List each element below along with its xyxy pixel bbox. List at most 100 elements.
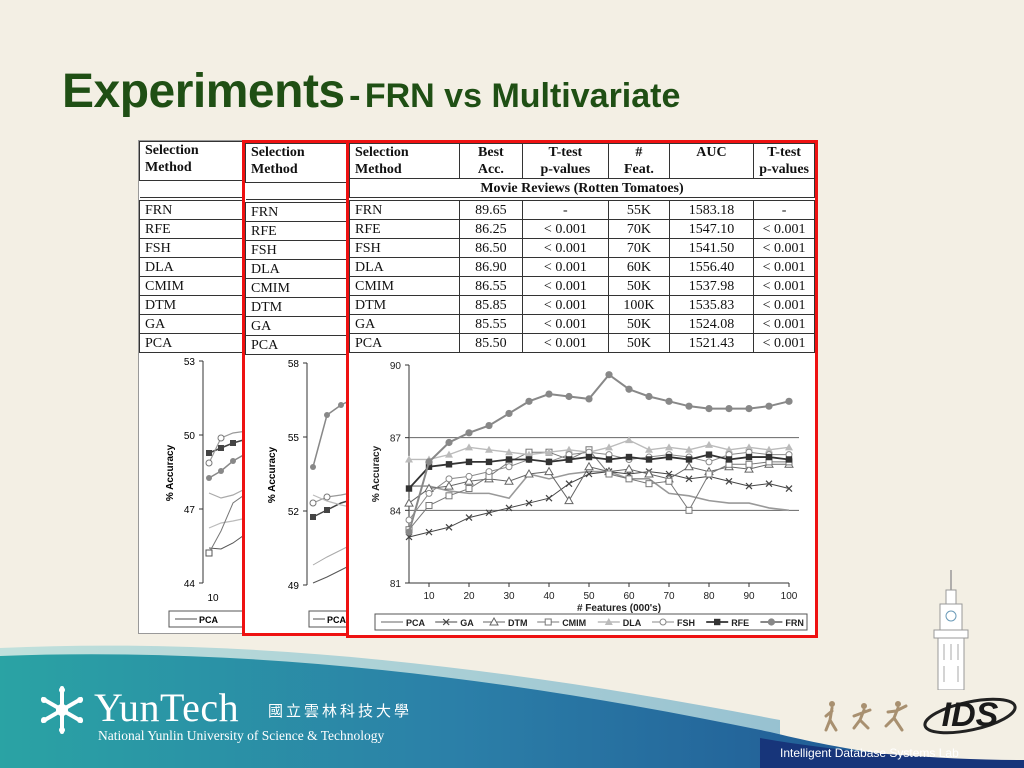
cell-feat: 55K — [608, 200, 670, 220]
data-point — [505, 504, 513, 512]
data-point — [405, 528, 413, 536]
clock-tower-icon — [933, 570, 969, 690]
data-point — [544, 466, 554, 476]
data-point — [465, 514, 473, 522]
data-point — [525, 499, 533, 507]
data-point — [505, 463, 513, 471]
data-point — [405, 485, 413, 492]
cell-best-acc: 85.50 — [459, 333, 523, 353]
data-point — [645, 445, 653, 453]
figure-panel-3: Selection Method Best Acc. T-test p-valu… — [346, 140, 818, 638]
legend-label: PCA — [406, 618, 426, 628]
panel2-method: DLA — [245, 259, 351, 279]
cell-ttest-2: < 0.001 — [753, 295, 815, 315]
data-point — [714, 618, 721, 626]
cell-ttest-2: < 0.001 — [753, 276, 815, 296]
results-row: CMIM 86.55 < 0.001 50K 1537.98 < 0.001 — [349, 276, 815, 296]
data-point — [625, 436, 633, 444]
cell-best-acc: 85.85 — [459, 295, 523, 315]
panel2-method: CMIM — [245, 278, 351, 298]
panel2-ylabel: % Accuracy — [267, 446, 278, 503]
cell-auc: 1537.98 — [668, 276, 755, 296]
cell-ttest-1: - — [521, 200, 610, 220]
results-row: FSH 86.50 < 0.001 70K 1541.50 < 0.001 — [349, 238, 815, 258]
y-tick-label: 87 — [390, 434, 402, 445]
panel1-ytick: 47 — [184, 505, 196, 516]
data-point — [605, 443, 613, 451]
cell-auc: 1583.18 — [668, 200, 755, 220]
legend-label: FSH — [677, 618, 695, 628]
series-line-dla — [409, 439, 790, 461]
data-point — [445, 475, 453, 483]
data-point — [785, 485, 793, 492]
cell-auc: 1541.50 — [668, 238, 755, 258]
cell-feat: 50K — [608, 276, 670, 296]
data-point — [625, 475, 633, 483]
data-point — [425, 458, 433, 466]
cell-feat: 60K — [608, 257, 670, 277]
data-point — [585, 453, 593, 461]
data-point — [564, 495, 574, 505]
data-point — [705, 440, 713, 448]
dataset-label: Movie Reviews (Rotten Tomatoes) — [349, 178, 815, 198]
cell-best-acc: 86.25 — [459, 219, 523, 239]
slide-title: Experiments - FRN vs Multivariate — [62, 64, 680, 119]
data-point — [644, 468, 654, 478]
x-tick-label: 60 — [623, 591, 635, 602]
runner-figures-icon — [824, 701, 908, 732]
cell-ttest-1: < 0.001 — [521, 276, 610, 296]
data-point — [605, 371, 613, 379]
x-tick-label: 10 — [423, 591, 435, 602]
data-point — [684, 461, 694, 471]
results-row: GA 85.55 < 0.001 50K 1524.08 < 0.001 — [349, 314, 815, 334]
results-row: DTM 85.85 < 0.001 100K 1535.83 < 0.001 — [349, 295, 815, 315]
legend-label: DLA — [623, 618, 642, 628]
data-point — [565, 456, 573, 463]
data-point — [785, 456, 793, 463]
cell-ttest-1: < 0.001 — [521, 333, 610, 353]
data-point — [645, 456, 653, 463]
header-best-acc: Best Acc. — [459, 143, 523, 179]
panel1-method: RFE — [139, 219, 247, 239]
data-point — [725, 456, 733, 463]
cell-auc: 1556.40 — [668, 257, 755, 277]
panel2-method: FRN — [245, 202, 351, 222]
panel1-ylabel: % Accuracy — [165, 444, 176, 501]
data-point — [465, 443, 473, 451]
data-point — [605, 456, 613, 463]
x-tick-label: 20 — [463, 591, 475, 602]
cell-method: PCA — [349, 333, 461, 353]
data-point — [744, 464, 754, 473]
data-point — [524, 468, 534, 478]
panel2-ytick: 55 — [288, 433, 300, 444]
y-axis-label: % Accuracy — [371, 445, 382, 502]
cell-ttest-2: < 0.001 — [753, 333, 815, 353]
panel1-legend: PCA — [199, 615, 219, 625]
footer-band — [0, 645, 1024, 768]
panel2-ytick: 58 — [288, 359, 300, 370]
data-point — [767, 618, 775, 626]
series-line-rfe — [408, 453, 790, 490]
cell-auc: 1547.10 — [668, 219, 755, 239]
yuntech-snowflake-logo-icon — [41, 686, 83, 734]
data-point — [659, 618, 667, 626]
data-point — [485, 458, 493, 466]
results-row: DLA 86.90 < 0.001 60K 1556.40 < 0.001 — [349, 257, 815, 277]
panel2-legend: PCA — [327, 615, 347, 625]
data-point — [765, 402, 773, 410]
data-point — [404, 498, 414, 507]
data-point — [442, 618, 450, 626]
data-point — [745, 482, 753, 490]
data-point — [425, 528, 433, 536]
data-point — [485, 421, 493, 430]
series-line-pca — [409, 470, 790, 512]
x-tick-label: 50 — [583, 591, 595, 602]
data-point — [465, 485, 473, 493]
data-point — [465, 429, 473, 437]
data-point — [765, 480, 773, 488]
data-point — [705, 470, 713, 478]
cell-method: GA — [349, 314, 461, 334]
data-point — [765, 445, 773, 453]
data-point — [705, 458, 713, 466]
data-point — [785, 397, 793, 405]
